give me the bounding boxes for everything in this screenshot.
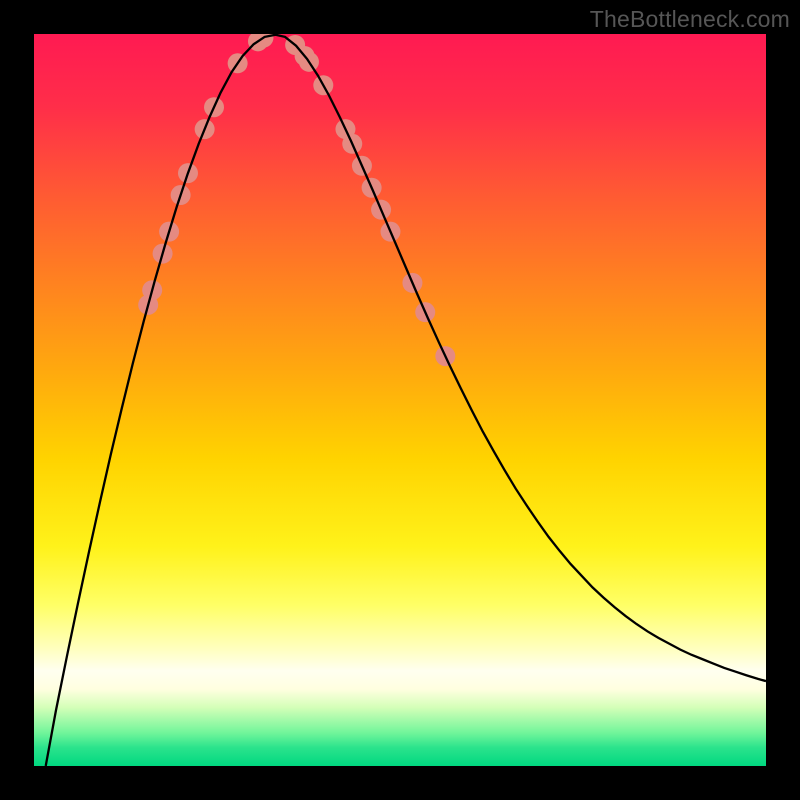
watermark-text: TheBottleneck.com bbox=[590, 6, 790, 33]
chart-frame: TheBottleneck.com bbox=[0, 0, 800, 800]
plot-background bbox=[34, 34, 766, 766]
plot-svg bbox=[34, 34, 766, 766]
plot-area bbox=[34, 34, 766, 766]
